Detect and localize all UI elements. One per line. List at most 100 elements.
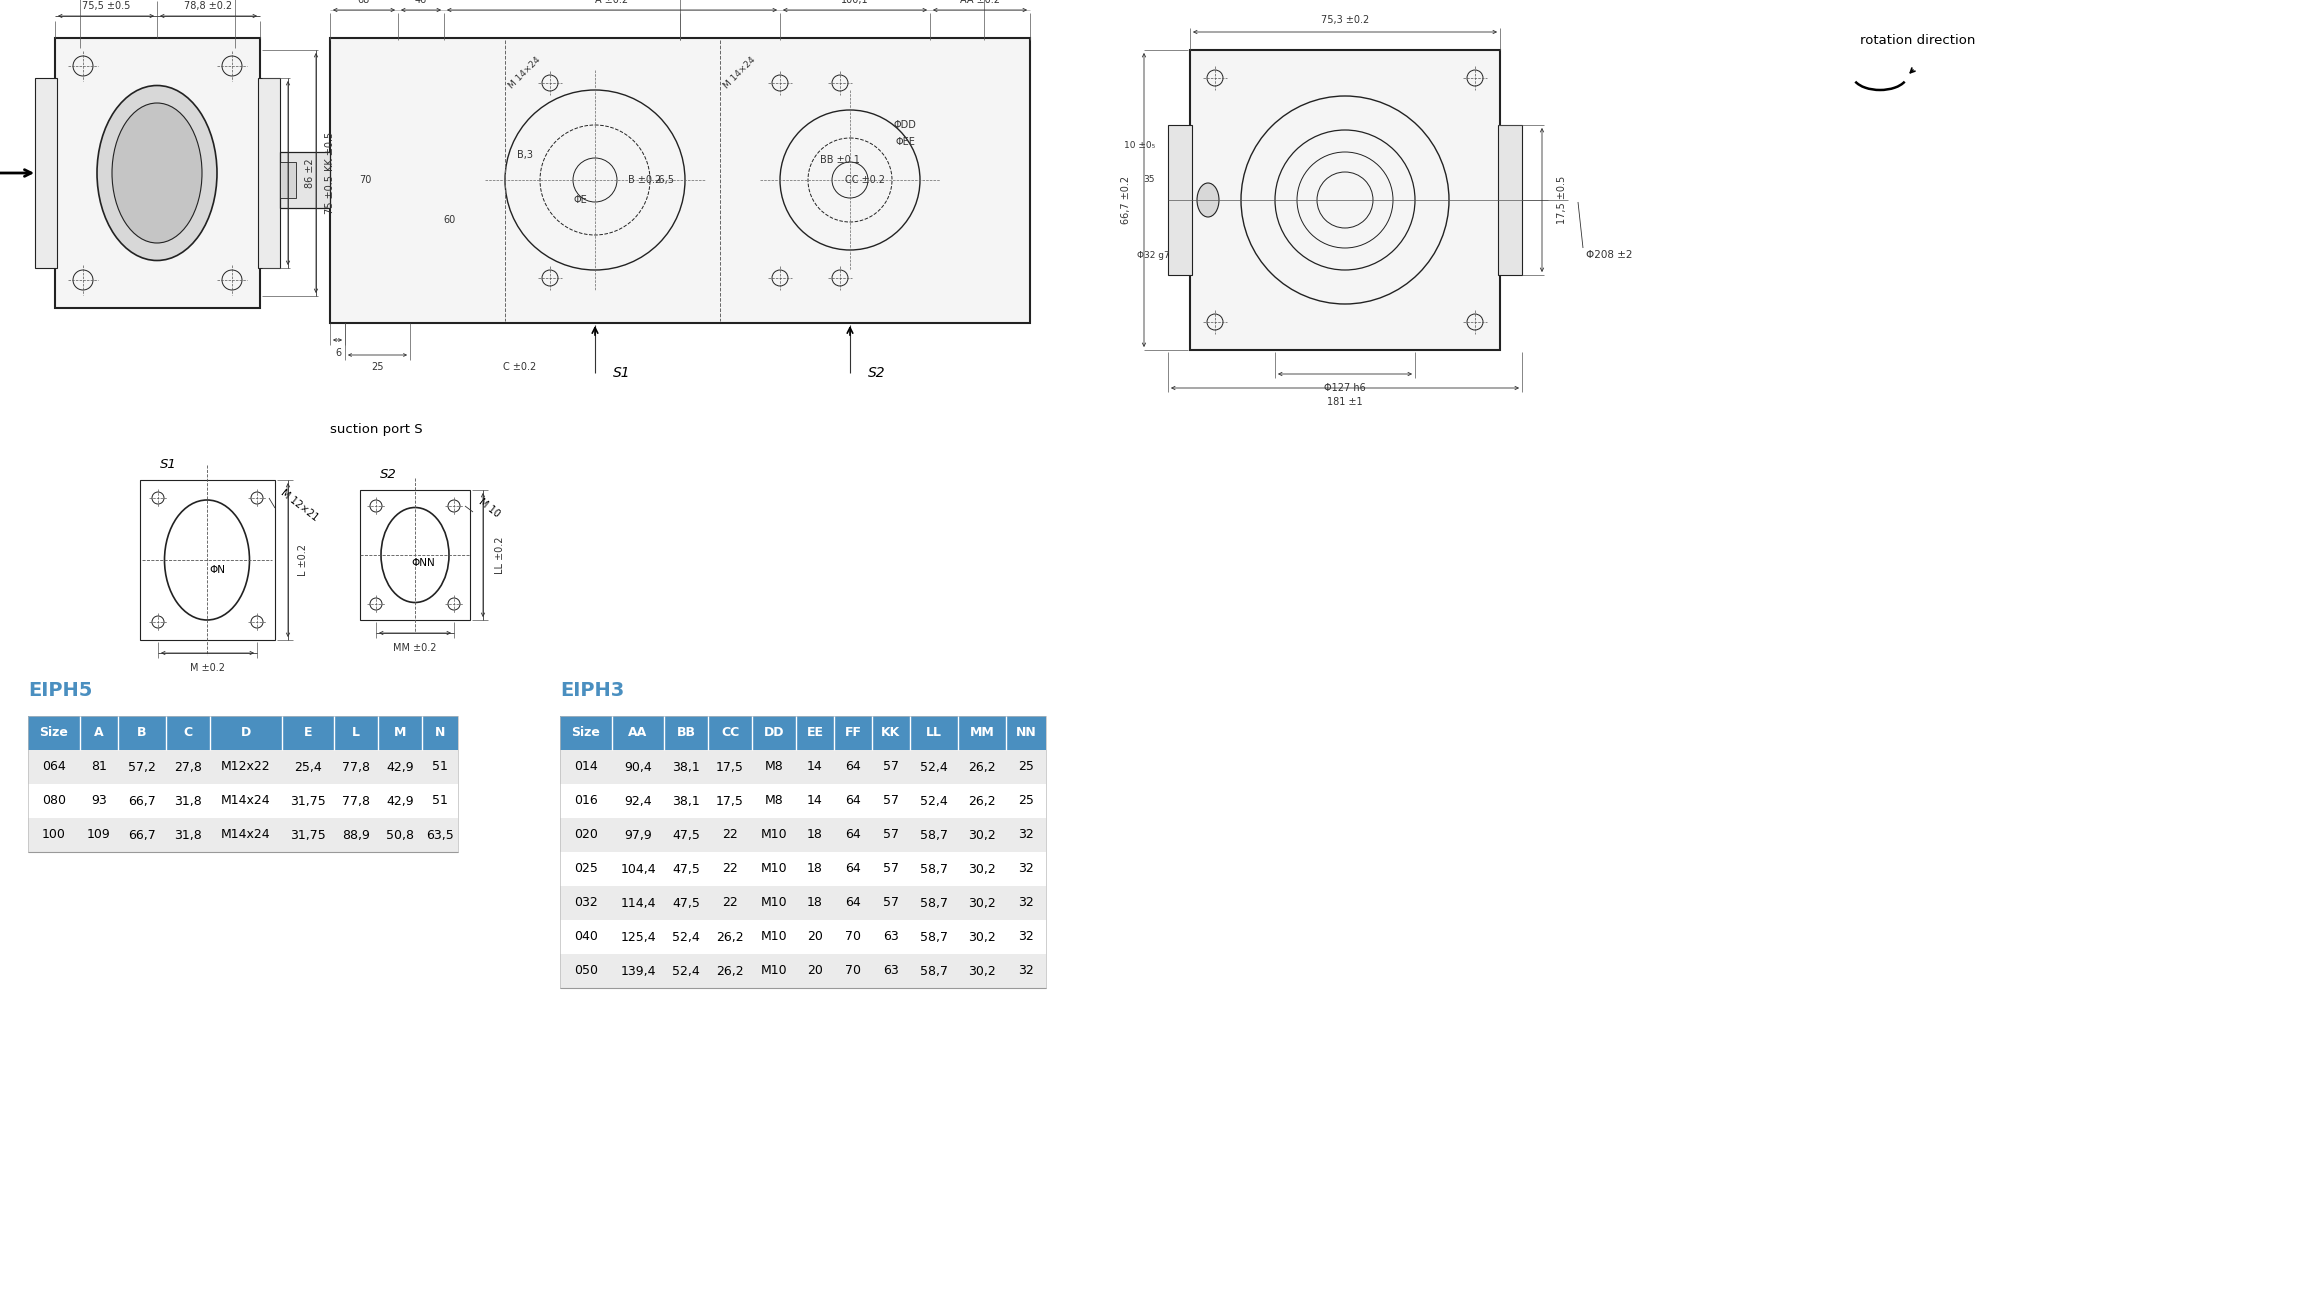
Text: 57: 57 [883,897,899,909]
Bar [795,885,835,921]
Bar [751,716,795,750]
Bar [333,784,377,818]
Text: 014: 014 [573,760,599,773]
Text: 70: 70 [844,965,860,978]
Bar [1006,818,1045,852]
Text: EIPH5: EIPH5 [28,681,92,700]
Bar [835,955,872,988]
Text: 97,9: 97,9 [624,828,652,841]
Text: C: C [183,726,192,739]
Text: Size: Size [571,726,601,739]
Bar [664,852,707,885]
Bar [957,852,1006,885]
Text: 125,4: 125,4 [620,931,657,944]
Bar [560,818,613,852]
Text: 30,2: 30,2 [969,897,996,909]
Text: 100: 100 [42,828,67,841]
Text: M10: M10 [761,965,788,978]
Bar [166,818,210,852]
Bar [280,162,296,198]
Bar [423,818,458,852]
Text: rotation direction: rotation direction [1859,34,1974,47]
Text: 57: 57 [883,828,899,841]
Bar [872,784,911,818]
Bar [911,852,957,885]
Bar [911,716,957,750]
Text: FF: FF [844,726,862,739]
Bar [795,852,835,885]
Text: M10: M10 [761,897,788,909]
Text: Φ127 h6: Φ127 h6 [1325,383,1366,393]
Bar [560,784,613,818]
Bar [282,818,333,852]
Bar [751,885,795,921]
Bar [210,818,282,852]
Text: N: N [435,726,446,739]
Text: Φ32 g7: Φ32 g7 [1138,250,1170,259]
Text: 66,7 ±0.2: 66,7 ±0.2 [1121,176,1131,224]
Text: 81: 81 [90,760,106,773]
Text: EIPH3: EIPH3 [560,681,624,700]
Text: 47,5: 47,5 [673,897,701,909]
Text: 66,7: 66,7 [127,828,155,841]
Text: 63: 63 [883,931,899,944]
Bar [835,716,872,750]
Bar [166,750,210,784]
Text: BB: BB [677,726,696,739]
Bar [707,955,751,988]
Bar [872,852,911,885]
Bar [835,921,872,955]
Text: 016: 016 [573,794,599,807]
Bar [28,716,81,750]
Text: S2: S2 [867,366,885,379]
Text: 17,5: 17,5 [717,760,744,773]
Bar [1006,750,1045,784]
Text: 93: 93 [90,794,106,807]
Text: 26,2: 26,2 [717,965,744,978]
Text: E: E [303,726,312,739]
Text: M14x24: M14x24 [222,794,271,807]
Text: C ±0.2: C ±0.2 [504,363,536,372]
Text: 51: 51 [432,794,449,807]
Text: 58,7: 58,7 [920,897,948,909]
Bar [911,885,957,921]
Bar [280,153,331,209]
Bar [210,750,282,784]
Bar [795,818,835,852]
Bar [377,716,423,750]
Text: 18: 18 [807,862,823,875]
Text: L: L [351,726,361,739]
Text: 032: 032 [573,897,599,909]
Text: 32: 32 [1017,862,1033,875]
Text: M10: M10 [761,931,788,944]
Bar [361,490,469,619]
Text: 22: 22 [721,828,738,841]
Bar [751,784,795,818]
Bar [751,750,795,784]
Bar [613,921,664,955]
Text: 52,4: 52,4 [920,760,948,773]
Text: 17,5: 17,5 [717,794,744,807]
Ellipse shape [97,86,217,261]
Text: M 14×24: M 14×24 [506,55,543,90]
Text: MM ±0.2: MM ±0.2 [393,643,437,653]
Bar [1006,852,1045,885]
Text: 32: 32 [1017,828,1033,841]
Text: 104,4: 104,4 [620,862,657,875]
Text: 27,8: 27,8 [173,760,201,773]
Bar [560,716,613,750]
Text: 31,75: 31,75 [289,828,326,841]
Bar [166,784,210,818]
Bar [423,750,458,784]
Bar [210,716,282,750]
Text: 31,8: 31,8 [173,794,201,807]
Text: 050: 050 [573,965,599,978]
Text: 88,9: 88,9 [342,828,370,841]
Text: KK ±0.5: KK ±0.5 [326,132,335,171]
Bar [1006,885,1045,921]
Bar [957,955,1006,988]
Bar [1006,921,1045,955]
Text: M14x24: M14x24 [222,828,271,841]
Text: 42,9: 42,9 [386,794,414,807]
Bar [664,784,707,818]
